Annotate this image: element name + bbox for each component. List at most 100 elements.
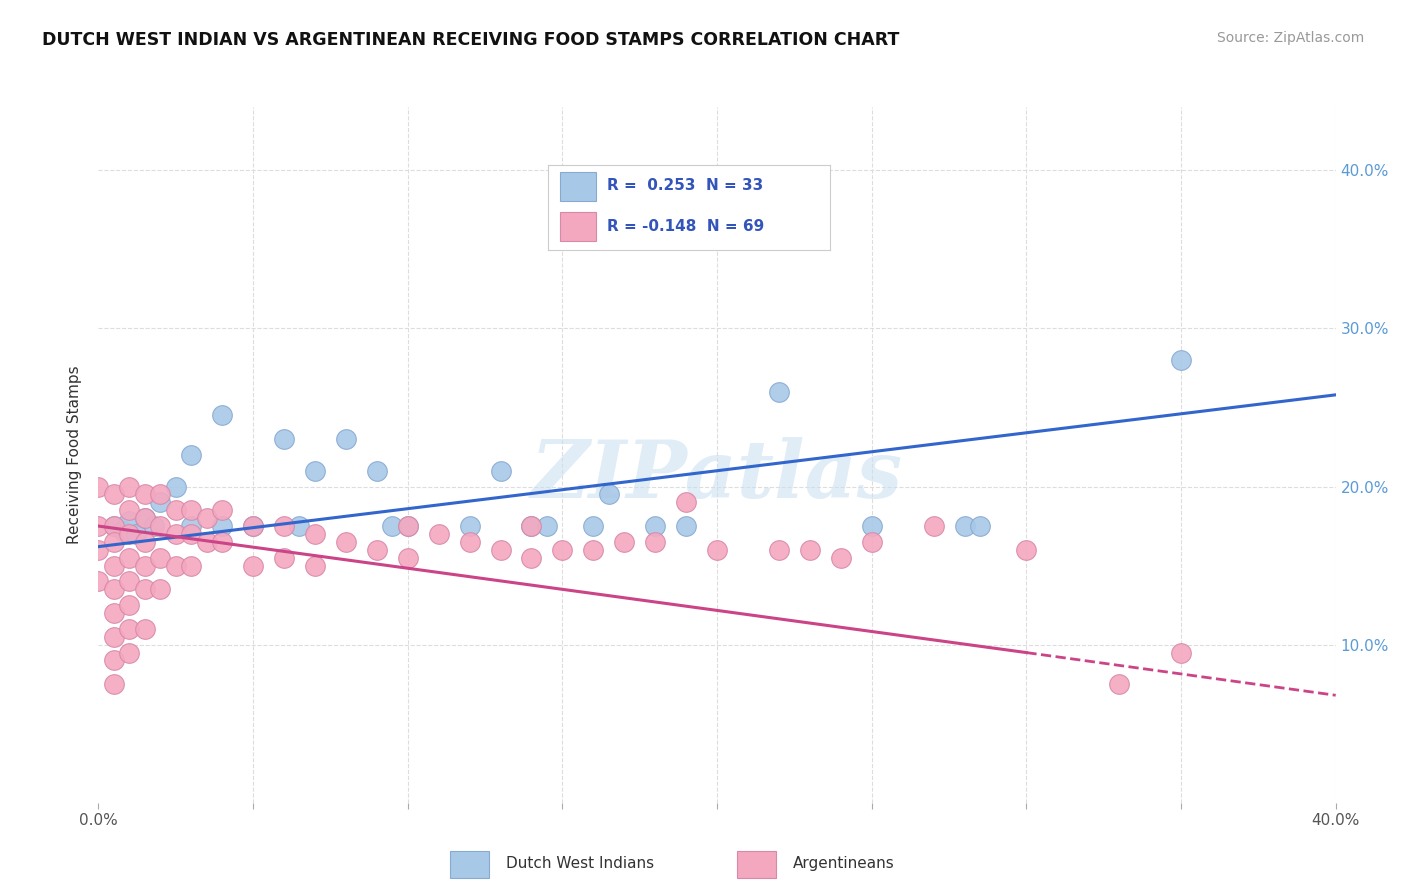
Point xyxy=(118,646,141,660)
Point xyxy=(1170,646,1192,660)
Text: Source: ZipAtlas.com: Source: ZipAtlas.com xyxy=(1216,31,1364,45)
Point xyxy=(87,479,110,493)
Point xyxy=(180,503,202,517)
Point xyxy=(304,558,326,573)
Point xyxy=(103,653,125,667)
Point xyxy=(134,622,156,636)
Point xyxy=(675,519,697,533)
Point xyxy=(180,527,202,541)
Point xyxy=(830,550,852,565)
Point xyxy=(551,542,574,557)
Point xyxy=(87,574,110,589)
Point xyxy=(118,622,141,636)
Point xyxy=(366,542,388,557)
Point xyxy=(613,534,636,549)
Point xyxy=(165,527,187,541)
Point xyxy=(195,534,218,549)
Point xyxy=(112,524,135,538)
Point xyxy=(134,582,156,597)
Point xyxy=(180,519,202,533)
Point xyxy=(118,550,141,565)
Y-axis label: Receiving Food Stamps: Receiving Food Stamps xyxy=(67,366,83,544)
Point xyxy=(335,534,357,549)
Point xyxy=(304,464,326,478)
FancyBboxPatch shape xyxy=(560,212,596,242)
Point xyxy=(165,479,187,493)
Point xyxy=(768,542,790,557)
Point xyxy=(149,495,172,509)
Point xyxy=(134,558,156,573)
Point xyxy=(969,519,991,533)
Point xyxy=(180,558,202,573)
Point xyxy=(288,519,311,533)
Point xyxy=(134,534,156,549)
Point xyxy=(706,542,728,557)
Point xyxy=(860,534,883,549)
Point xyxy=(134,511,156,525)
Point xyxy=(458,519,481,533)
Point xyxy=(273,432,295,446)
Point xyxy=(273,519,295,533)
Point xyxy=(118,514,141,528)
Point xyxy=(149,487,172,501)
Text: DUTCH WEST INDIAN VS ARGENTINEAN RECEIVING FOOD STAMPS CORRELATION CHART: DUTCH WEST INDIAN VS ARGENTINEAN RECEIVI… xyxy=(42,31,900,49)
Point xyxy=(582,542,605,557)
Point xyxy=(103,630,125,644)
Point xyxy=(1015,542,1038,557)
Point xyxy=(396,550,419,565)
Point xyxy=(242,519,264,533)
Point xyxy=(103,519,125,533)
Point xyxy=(768,384,790,399)
FancyBboxPatch shape xyxy=(450,851,489,878)
Point xyxy=(520,519,543,533)
Point xyxy=(103,487,125,501)
FancyBboxPatch shape xyxy=(737,851,776,878)
Point xyxy=(118,574,141,589)
Text: R = -0.148  N = 69: R = -0.148 N = 69 xyxy=(607,219,765,234)
Point xyxy=(103,558,125,573)
Point xyxy=(134,487,156,501)
Point xyxy=(143,519,166,533)
Point xyxy=(103,677,125,691)
Point xyxy=(165,558,187,573)
Point xyxy=(165,503,187,517)
Point xyxy=(149,582,172,597)
Point xyxy=(675,495,697,509)
Text: R =  0.253  N = 33: R = 0.253 N = 33 xyxy=(607,178,763,193)
Text: ZIPatlas: ZIPatlas xyxy=(531,437,903,515)
Point xyxy=(396,519,419,533)
Point xyxy=(922,519,945,533)
Point xyxy=(103,606,125,620)
Point xyxy=(520,550,543,565)
Point xyxy=(489,542,512,557)
Text: Argentineans: Argentineans xyxy=(793,855,894,871)
Point xyxy=(134,511,156,525)
Point xyxy=(149,519,172,533)
Point xyxy=(103,582,125,597)
Point xyxy=(87,519,110,533)
Point xyxy=(427,527,450,541)
Point xyxy=(124,527,146,541)
Point xyxy=(149,550,172,565)
Point xyxy=(458,534,481,549)
Point xyxy=(103,519,125,533)
Point xyxy=(118,598,141,612)
Point xyxy=(211,503,233,517)
Point xyxy=(211,534,233,549)
Point xyxy=(1108,677,1130,691)
FancyBboxPatch shape xyxy=(560,172,596,201)
Point xyxy=(1170,353,1192,368)
Point xyxy=(304,527,326,541)
Point xyxy=(953,519,976,533)
Point xyxy=(118,527,141,541)
Point xyxy=(118,503,141,517)
Point xyxy=(87,542,110,557)
Point xyxy=(799,542,821,557)
Point xyxy=(242,519,264,533)
Point xyxy=(195,511,218,525)
Point xyxy=(180,448,202,462)
Point xyxy=(489,464,512,478)
Point xyxy=(536,519,558,533)
Point xyxy=(644,534,666,549)
Point xyxy=(103,534,125,549)
